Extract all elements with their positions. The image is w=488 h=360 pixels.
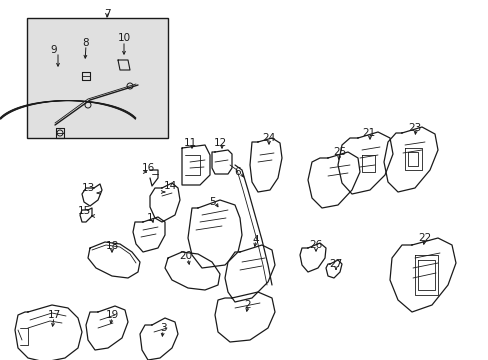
Text: 21: 21 [362,128,375,138]
Text: 9: 9 [51,45,57,55]
Text: 3: 3 [160,323,166,333]
Text: 14: 14 [163,181,176,191]
Text: 22: 22 [418,233,431,243]
Text: 25: 25 [333,147,346,157]
Text: 24: 24 [262,133,275,143]
Text: 10: 10 [117,33,130,43]
Text: 23: 23 [407,123,421,133]
Text: 11: 11 [183,138,196,148]
Bar [27,18,168,138]
Text: 2: 2 [244,300,251,310]
Text: 27: 27 [329,259,342,269]
Text: 5: 5 [209,197,216,207]
Text: 19: 19 [105,310,119,320]
Text: 7: 7 [103,9,110,19]
Text: 4: 4 [252,235,259,245]
Text: 12: 12 [213,138,226,148]
Text: 17: 17 [47,310,61,320]
Text: 26: 26 [309,240,322,250]
Text: 6: 6 [234,167,241,177]
Text: 1: 1 [146,213,153,223]
Text: 18: 18 [105,241,119,251]
Text: 13: 13 [81,183,95,193]
Text: 16: 16 [141,163,154,173]
Text: 8: 8 [82,38,89,48]
Text: 15: 15 [77,206,90,216]
Text: 20: 20 [179,251,192,261]
